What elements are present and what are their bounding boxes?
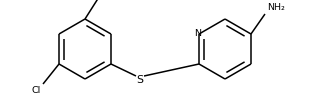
Text: Cl: Cl bbox=[32, 86, 41, 95]
Text: N: N bbox=[194, 29, 202, 38]
Text: S: S bbox=[137, 75, 143, 85]
Text: NH₂: NH₂ bbox=[267, 3, 285, 12]
